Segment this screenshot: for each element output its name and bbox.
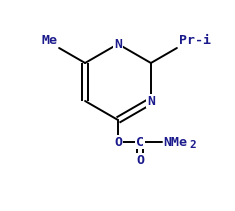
Text: O: O <box>136 153 144 166</box>
Text: N: N <box>147 95 155 107</box>
Text: Me: Me <box>41 34 57 47</box>
Text: Pr-i: Pr-i <box>179 34 211 47</box>
Text: O: O <box>114 135 122 149</box>
Text: NMe: NMe <box>163 135 187 149</box>
Text: C: C <box>136 135 144 149</box>
Text: N: N <box>114 38 122 50</box>
Text: 2: 2 <box>189 140 196 150</box>
